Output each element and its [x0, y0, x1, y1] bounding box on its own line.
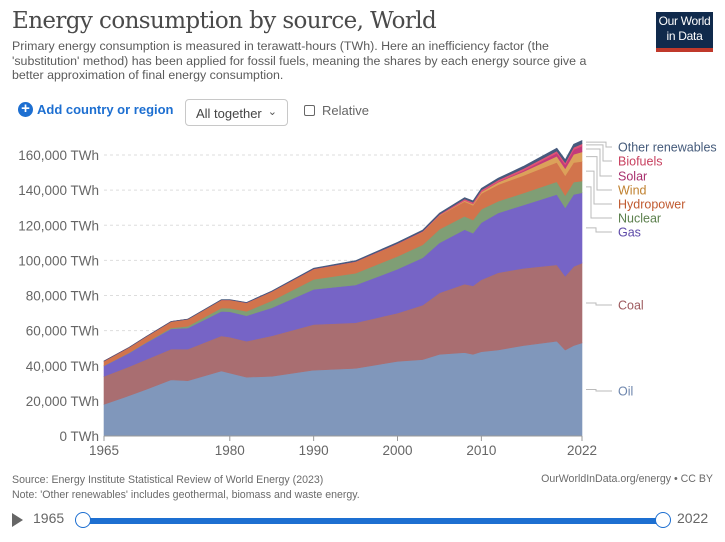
y-tick-label: 20,000 TWh	[26, 394, 99, 409]
y-tick-label: 160,000 TWh	[18, 148, 99, 163]
stacked-area-chart: 0 TWh 20,000 TWh 40,000 TWh 60,000 TWh 80,00…	[18, 139, 717, 458]
chevron-down-icon: ⌄	[267, 106, 277, 118]
legend-label: Nuclear	[618, 212, 661, 226]
legend-label: Wind	[618, 184, 647, 198]
timeline-end-handle[interactable]	[655, 512, 671, 528]
legend-leader-line	[586, 227, 612, 233]
y-tick-label: 40,000 TWh	[26, 359, 99, 374]
legend-leader-line	[586, 388, 612, 392]
relative-label: Relative	[322, 103, 369, 118]
timeline-start-handle[interactable]	[75, 512, 91, 528]
play-icon[interactable]	[12, 513, 23, 527]
y-tick-label: 120,000 TWh	[18, 218, 99, 233]
source-note: Source: Energy Institute Statistical Rev…	[12, 473, 360, 503]
add-country-label: Add country or region	[37, 102, 174, 117]
x-tick-label: 2022	[567, 443, 597, 458]
x-tick-label: 1990	[299, 443, 329, 458]
legend-leader-line	[586, 302, 612, 306]
legend-label: Hydropower	[618, 198, 685, 212]
y-tick-label: 100,000 TWh	[18, 253, 99, 268]
y-tick-label: 140,000 TWh	[18, 183, 99, 198]
y-tick-label: 80,000 TWh	[26, 289, 99, 304]
timeline-track[interactable]	[82, 518, 662, 524]
legend-leader-line	[586, 156, 612, 191]
chart-subtitle: Primary energy consumption is measured i…	[12, 39, 587, 82]
legend-leader-line	[586, 186, 612, 219]
x-tick-label: 2010	[466, 443, 496, 458]
y-tick-label: 60,000 TWh	[26, 324, 99, 339]
x-tick-label: 1980	[215, 443, 245, 458]
plus-circle-icon: +	[18, 101, 33, 117]
legend-label: Biofuels	[618, 155, 662, 169]
timeline-end-label: 2022	[677, 510, 709, 526]
note-text: Note: 'Other renewables' includes geothe…	[12, 489, 360, 501]
legend-leader-line	[586, 170, 612, 205]
y-tick-label: 0 TWh	[59, 429, 99, 444]
legend-leader-line	[586, 141, 612, 148]
stack-mode-select[interactable]: All together ⌄	[185, 99, 288, 126]
source-text: Source: Energy Institute Statistical Rev…	[12, 474, 324, 486]
legend-label: Oil	[618, 385, 633, 399]
legend-label: Solar	[618, 170, 647, 184]
relative-toggle[interactable]: Relative	[304, 103, 369, 118]
legend-label: Coal	[618, 299, 644, 313]
legend-label: Gas	[618, 226, 641, 240]
source-link[interactable]: OurWorldInData.org/energy • CC BY	[541, 473, 713, 485]
relative-checkbox[interactable]	[304, 105, 315, 116]
add-country-button[interactable]: + Add country or region	[18, 101, 174, 117]
timeline: 1965 2022	[0, 505, 725, 535]
legend-label: Other renewables	[618, 141, 717, 155]
legend-leader-line	[586, 148, 612, 177]
x-tick-label: 1965	[89, 443, 119, 458]
legend-leader-line	[586, 144, 612, 162]
chart-title: Energy consumption by source, World	[12, 8, 437, 34]
owid-logo[interactable]: Our World in Data	[656, 12, 713, 52]
timeline-start-label: 1965	[33, 510, 65, 526]
x-tick-label: 2000	[382, 443, 412, 458]
area-other-renewables	[103, 139, 583, 362]
stack-mode-value: All together	[196, 106, 262, 121]
